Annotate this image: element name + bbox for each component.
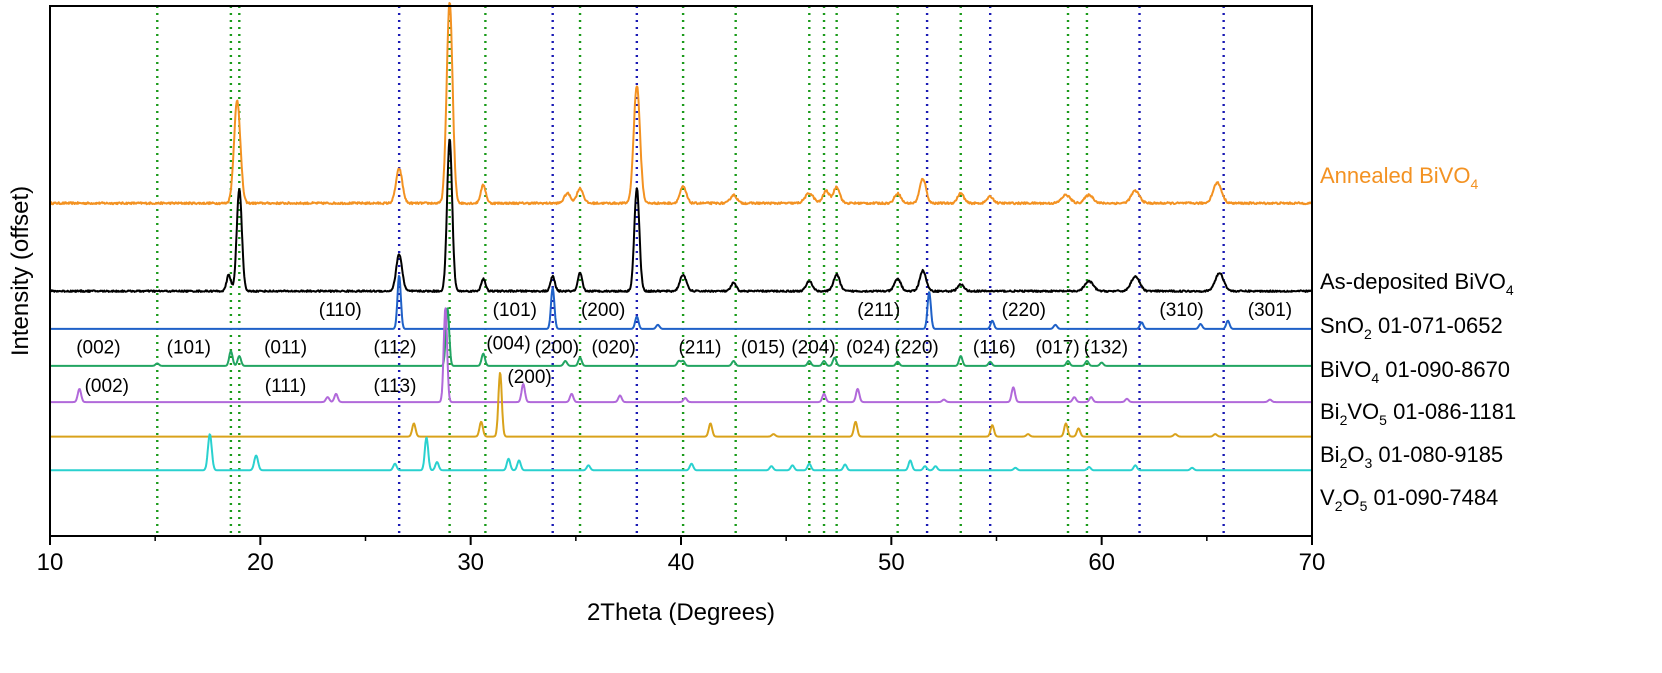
x-axis-ticks: 10 20 30 40 50 60 70 (37, 536, 1326, 576)
miller-index-label: (111) (265, 376, 307, 397)
miller-index-label: (101) (493, 300, 537, 321)
series-label: SnO2 01-071-0652 (1320, 313, 1503, 342)
miller-index-label: (113) (373, 376, 416, 397)
reference-lines (156, 6, 1225, 536)
diffraction-traces (49, 2, 1313, 472)
miller-index-label: (015) (741, 338, 785, 359)
x-tick-label: 70 (1299, 549, 1326, 576)
miller-index-label: (200) (581, 300, 625, 321)
x-tick-label: 10 (37, 549, 64, 576)
miller-index-label: (310) (1159, 300, 1203, 321)
miller-index-label: (200) (507, 367, 551, 388)
miller-index-label: (112) (373, 338, 416, 359)
trace-series-4 (49, 307, 1313, 404)
miller-index-label: (301) (1248, 300, 1292, 321)
series-label: BiVO4 01-090-8670 (1320, 357, 1510, 386)
series-labels: Annealed BiVO4 As-deposited BiVO4 SnO2 01-… (1320, 163, 1516, 514)
trace-series-6 (49, 433, 1313, 472)
miller-index-label: (020) (592, 338, 636, 359)
miller-index-label: (204) (791, 338, 835, 359)
miller-index-label: (116) (973, 338, 1016, 359)
trace-series-0 (49, 2, 1313, 206)
x-tick-label: 50 (878, 549, 905, 576)
miller-index-label: (002) (76, 338, 120, 359)
miller-index-label: (011) (264, 338, 307, 359)
series-label: Bi2VO5 01-086-1181 (1320, 399, 1516, 428)
trace-series-2 (49, 274, 1313, 330)
miller-index-label: (101) (167, 338, 211, 359)
miller-index-label: (017) (1035, 338, 1079, 359)
miller-index-annotations: (110) (101) (200) (211) (220) (310) (301) (002)… (76, 300, 1292, 397)
miller-index-label: (220) (1002, 300, 1046, 321)
series-label: V2O5 01-090-7484 (1320, 485, 1498, 514)
miller-index-label: (002) (85, 376, 129, 397)
miller-index-label: (211) (857, 300, 900, 321)
x-tick-label: 40 (668, 549, 695, 576)
x-tick-label: 20 (247, 549, 274, 576)
x-tick-label: 30 (457, 549, 484, 576)
miller-index-label: (004) (486, 333, 530, 354)
trace-series-5 (49, 372, 1313, 438)
y-axis-label: Intensity (offset) (7, 186, 34, 356)
miller-index-label: (220) (894, 338, 938, 359)
miller-index-label: (132) (1084, 338, 1128, 359)
miller-index-label: (200) (535, 338, 579, 359)
x-axis-label: 2Theta (Degrees) (587, 599, 775, 626)
miller-index-label: (211) (678, 338, 721, 359)
series-label: Annealed BiVO4 (1320, 163, 1478, 192)
series-label: Bi2O3 01-080-9185 (1320, 442, 1503, 471)
trace-series-1 (49, 138, 1313, 293)
miller-index-label: (110) (319, 300, 362, 321)
miller-index-label: (024) (846, 338, 890, 359)
trace-series-3 (49, 307, 1313, 367)
series-label: As-deposited BiVO4 (1320, 269, 1514, 298)
x-tick-label: 60 (1088, 549, 1115, 576)
